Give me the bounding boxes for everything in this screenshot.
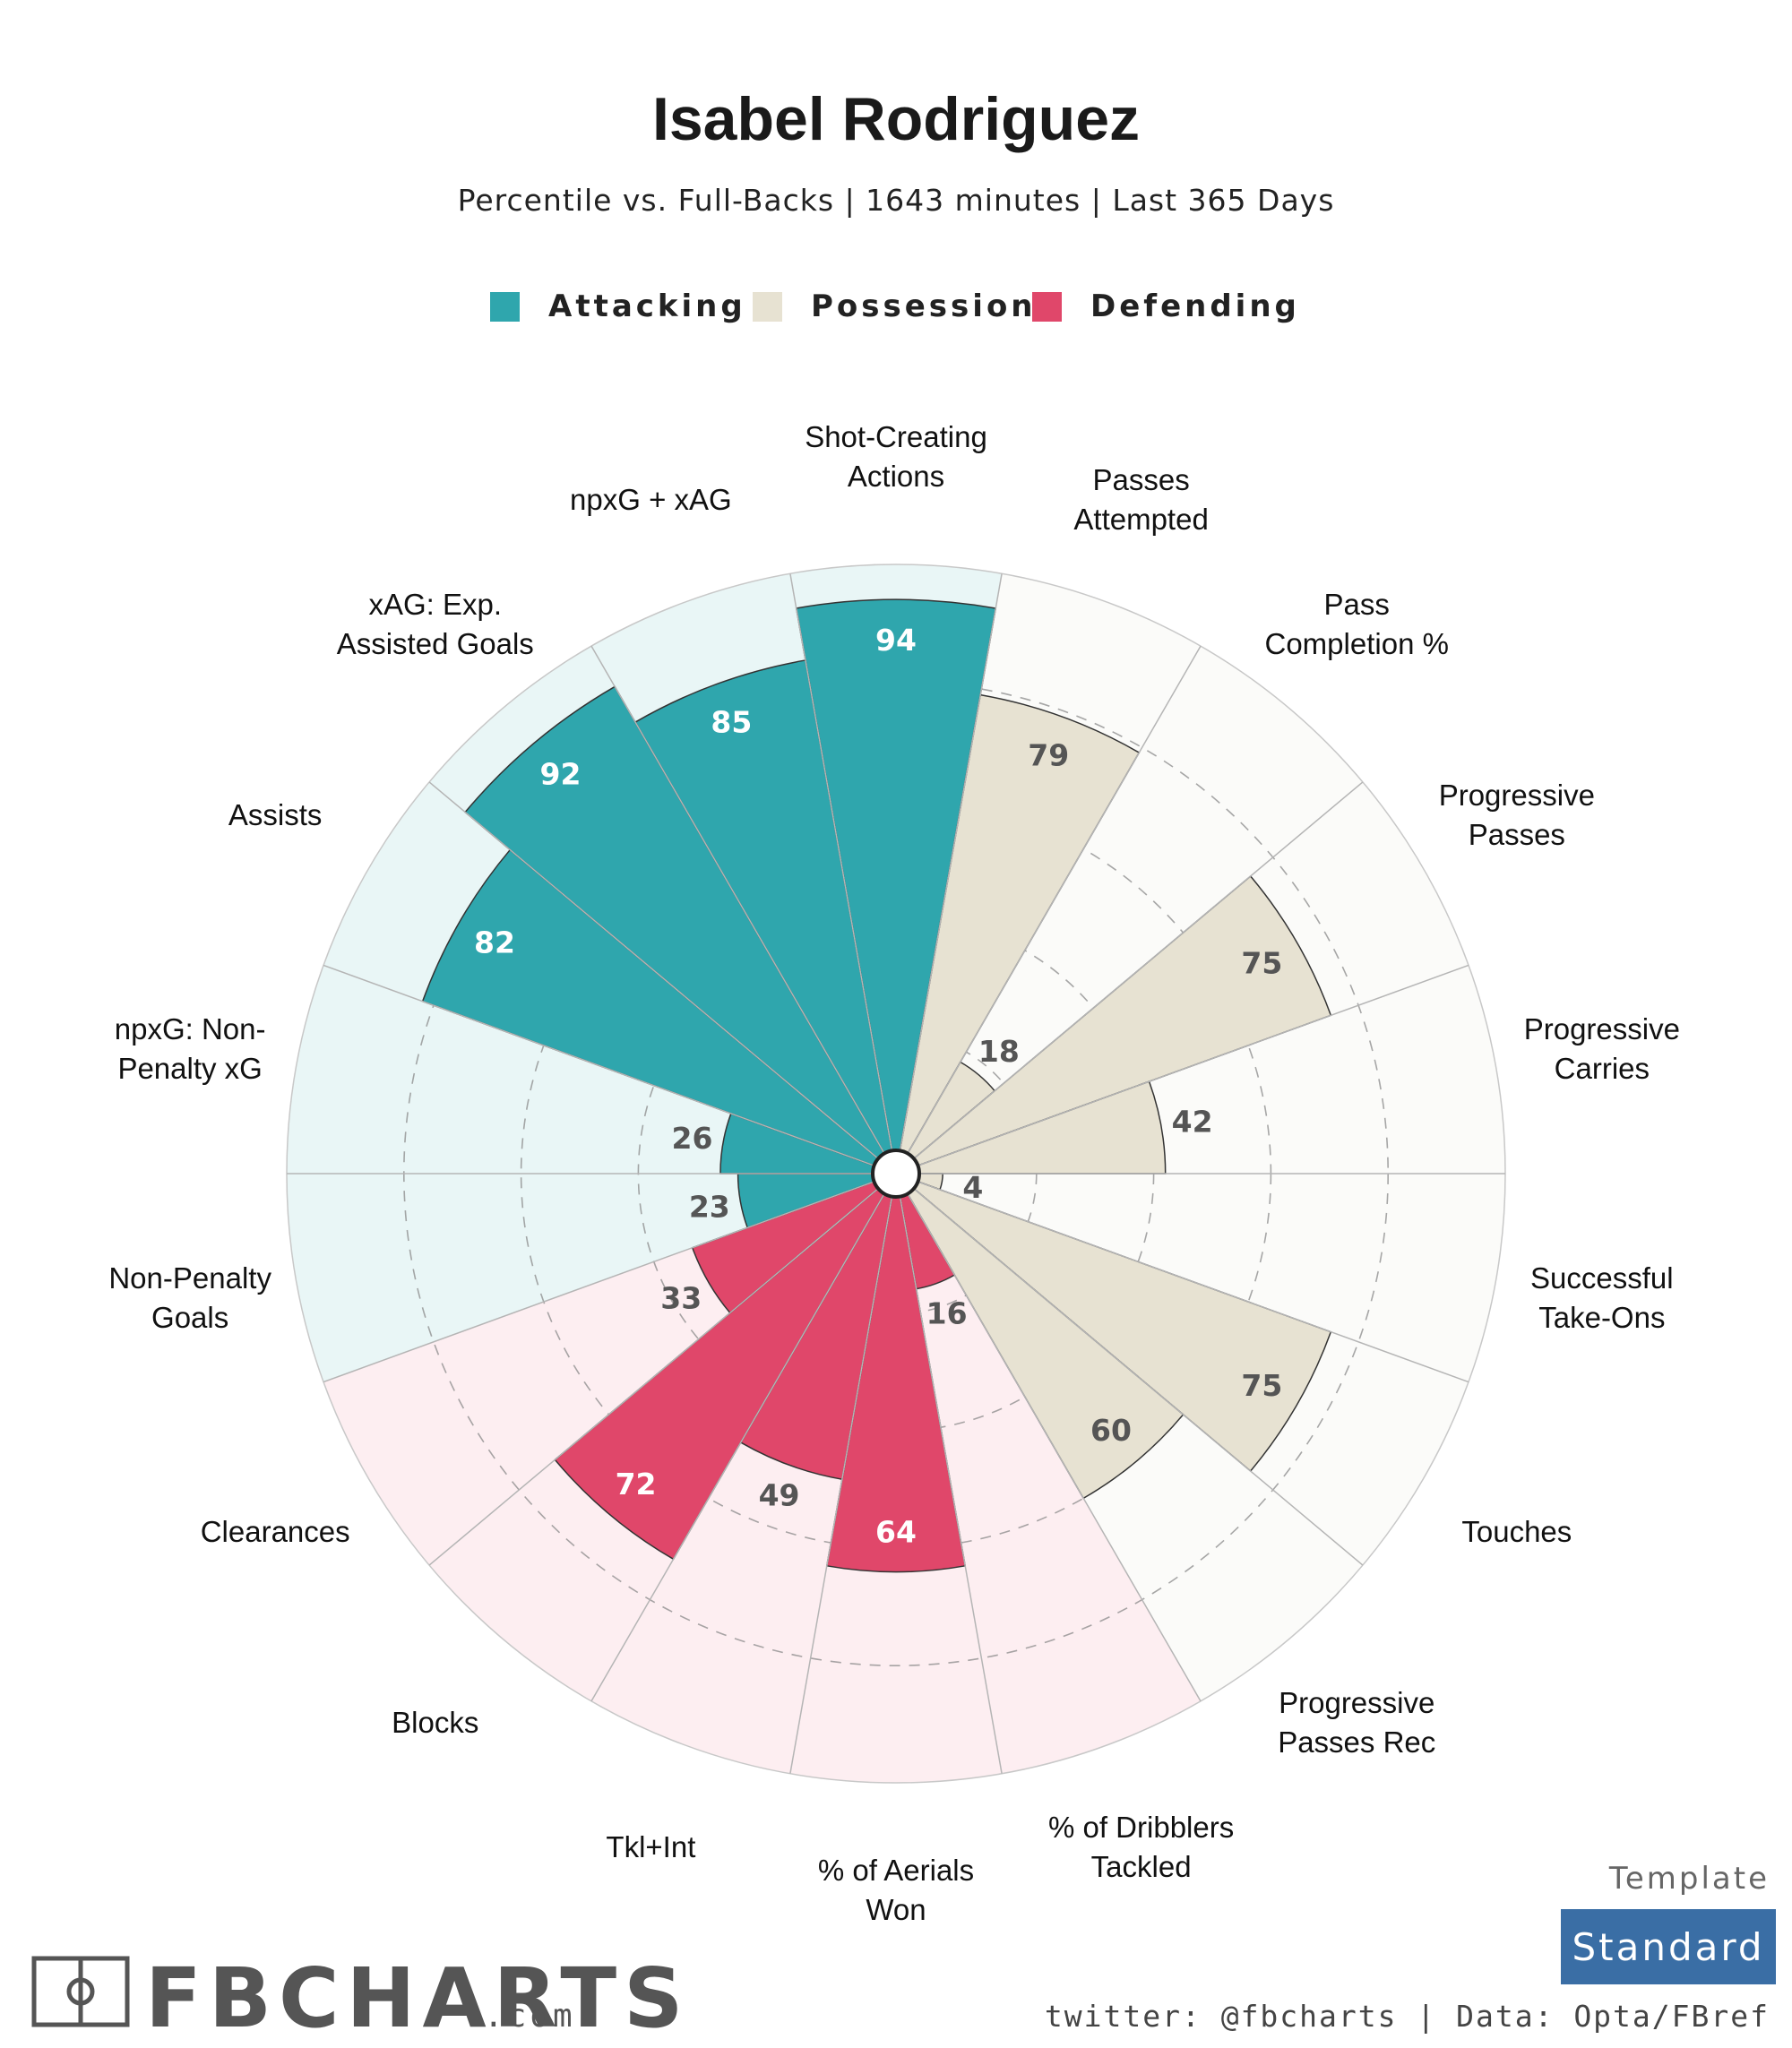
category-label-successful-take-ons: Successful Take-Ons <box>1530 1261 1674 1334</box>
value-label-clearances: 33 <box>660 1280 702 1315</box>
center-hole <box>871 1149 921 1199</box>
sector-divider <box>590 1193 885 1702</box>
value-label-npxg-xag: 85 <box>711 704 752 739</box>
value-label-xag-exp-assisted-goals: 92 <box>539 757 581 792</box>
legend-swatch-possession <box>753 292 782 322</box>
value-label-of-aerials-won: 64 <box>875 1515 917 1550</box>
value-label-successful-take-ons: 4 <box>962 1170 983 1205</box>
sector-bg-non-penalty-goals <box>287 1174 874 1382</box>
value-label-progressive-passes-rec: 60 <box>1090 1413 1132 1448</box>
value-label-shot-creating-actions: 94 <box>875 623 917 658</box>
sector-divider <box>907 1193 1202 1702</box>
sector-divider <box>918 964 1469 1166</box>
sector-divider <box>899 573 1003 1151</box>
chart-subtitle: Percentile vs. Full-Backs | 1643 minutes… <box>458 183 1335 218</box>
value-label-progressive-carries: 42 <box>1172 1105 1213 1140</box>
value-label-non-penalty-goals: 23 <box>689 1190 730 1225</box>
category-label-progressive-passes: Progressive Passes <box>1439 779 1595 851</box>
logo-domain: .com <box>484 1998 576 2035</box>
sector-divider <box>323 964 874 1166</box>
template-label: Template <box>1608 1861 1770 1897</box>
value-label-passes-attempted: 79 <box>1028 737 1069 772</box>
sector-divider <box>789 1196 893 1774</box>
legend-label-defending: Defending <box>1090 288 1300 324</box>
sector-divider <box>428 781 879 1159</box>
legend-label-possession: Possession <box>811 288 1037 324</box>
category-label-npxg-xag: npxG + xAG <box>570 483 732 516</box>
category-label-assists: Assists <box>228 798 323 831</box>
category-label-blocks: Blocks <box>392 1706 478 1739</box>
sector-divider <box>913 781 1364 1159</box>
value-labels: 94 79 18 75 42 4 75 60 16 64 49 72 33 23 26 82 92 85 <box>474 623 1282 1549</box>
sector-divider <box>428 1188 879 1566</box>
value-label-blocks: 72 <box>616 1467 657 1502</box>
sector-divider <box>918 1181 1469 1383</box>
legend: Attacking Possession Defending <box>490 288 1300 324</box>
category-label-clearances: Clearances <box>201 1515 350 1548</box>
template-badge <box>1561 1909 1776 1984</box>
template-value: Standard <box>1572 1925 1764 1969</box>
sector-bg-npxg-non-penalty-xg <box>287 965 874 1174</box>
category-label-xag-exp-assisted-goals: xAG: Exp. Assisted Goals <box>337 588 534 660</box>
pitch-icon-circle <box>66 1977 95 2006</box>
category-label-progressive-carries: Progressive Carries <box>1524 1012 1680 1085</box>
value-label-pass-completion: 18 <box>978 1034 1020 1069</box>
category-label-non-penalty-goals: Non-Penalty Goals <box>108 1261 271 1334</box>
sector-bg-successful-take-ons <box>918 1174 1505 1382</box>
sector-dividers <box>287 573 1505 1774</box>
sector-bg-of-dribblers-tackled <box>900 1193 1201 1774</box>
category-labels: Shot-Creating Actions Passes Attempted Pass C… <box>108 420 1680 1926</box>
category-label-of-aerials-won: % of Aerials Won <box>818 1854 974 1926</box>
sector-bg-pass-completion <box>908 646 1363 1159</box>
legend-label-attacking: Attacking <box>548 288 746 324</box>
sector-divider <box>789 573 893 1151</box>
value-bars <box>421 598 1332 1573</box>
category-label-pass-completion: Pass Completion % <box>1265 588 1449 660</box>
category-label-shot-creating-actions: Shot-Creating Actions <box>805 420 987 493</box>
logo-wordmark: FBCHARTS <box>145 1950 690 2046</box>
category-label-of-dribblers-tackled: % of Dribblers Tackled <box>1048 1811 1234 1883</box>
sector-divider <box>913 1188 1364 1566</box>
value-label-of-dribblers-tackled: 16 <box>926 1296 968 1331</box>
category-label-progressive-passes-rec: Progressive Passes Rec <box>1278 1686 1435 1759</box>
value-label-npxg-non-penalty-xg: 26 <box>672 1121 713 1156</box>
sector-divider <box>590 645 885 1154</box>
value-label-touches: 75 <box>1241 1368 1282 1403</box>
chart-title: Isabel Rodriguez <box>652 85 1140 153</box>
legend-swatch-defending <box>1032 292 1062 322</box>
category-label-tkl-int: Tkl+Int <box>606 1830 695 1863</box>
category-label-passes-attempted: Passes Attempted <box>1073 463 1208 536</box>
value-label-progressive-passes: 75 <box>1241 945 1282 980</box>
fbcharts-logo: FBCHARTS .com <box>31 1950 690 2046</box>
value-label-tkl-int: 49 <box>759 1477 800 1512</box>
data-credits: twitter: @fbcharts | Data: Opta/FBref <box>1045 1999 1770 2034</box>
sector-divider <box>323 1181 874 1383</box>
legend-swatch-attacking <box>490 292 520 322</box>
sector-divider <box>899 1196 1003 1774</box>
category-label-touches: Touches <box>1461 1515 1572 1548</box>
value-label-assists: 82 <box>474 925 515 959</box>
sector-divider <box>907 645 1202 1154</box>
category-label-npxg-non-penalty-xg: npxG: Non-Penalty xG <box>115 1012 266 1085</box>
